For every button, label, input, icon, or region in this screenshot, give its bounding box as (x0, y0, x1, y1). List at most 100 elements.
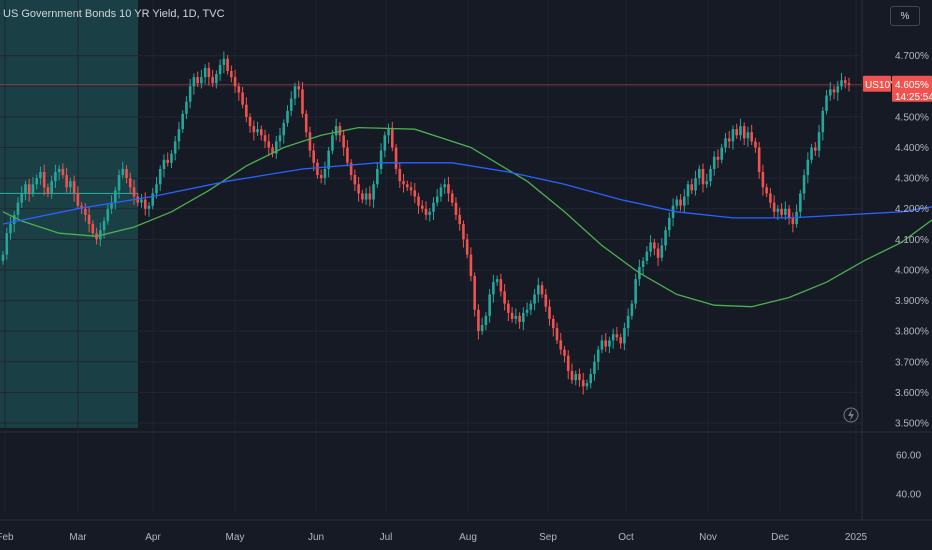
candle-body (102, 220, 106, 231)
y-tick-label: 3.900% (895, 296, 929, 307)
candle-body (230, 71, 233, 78)
candle-body (106, 208, 110, 221)
candle-body (458, 214, 461, 225)
candle-body (731, 129, 735, 142)
candle-body (641, 260, 645, 267)
candle-body (192, 77, 196, 87)
unit-toggle-button[interactable]: % (890, 6, 920, 26)
candle-body (563, 349, 566, 356)
candle-body (593, 361, 596, 375)
chart-title: US Government Bonds 10 YR Yield, 1D, TVC (3, 8, 225, 20)
candle-body (54, 172, 57, 182)
candle-body (626, 315, 630, 329)
candle-body (473, 276, 476, 310)
candle-body (533, 294, 536, 304)
candle-body (128, 178, 132, 188)
candle-body (757, 147, 761, 173)
candle-body (327, 150, 330, 169)
x-tick-label: Apr (145, 532, 161, 543)
candle-body (166, 159, 170, 163)
candle-body (125, 168, 128, 179)
candle-body (548, 306, 551, 319)
candle-body (634, 279, 637, 304)
candle-body (121, 168, 125, 176)
candle-body (581, 380, 585, 387)
candle-body (24, 184, 27, 194)
candle-body (91, 224, 95, 234)
candle-body (158, 168, 162, 185)
candle-body (293, 86, 297, 99)
candle-body (413, 190, 417, 197)
candle-body (544, 294, 548, 307)
y-tick-label: 4.400% (895, 143, 929, 154)
candle-body (432, 202, 435, 212)
candle-body (65, 175, 68, 188)
candle-body (806, 159, 810, 176)
candle-body (510, 312, 514, 319)
candle-body (342, 135, 345, 148)
candle-body (259, 129, 263, 136)
candle-body (529, 303, 533, 310)
y-tick-label: 3.800% (895, 327, 929, 338)
candle-body (810, 147, 813, 160)
candle-body (712, 156, 716, 169)
candle-body (653, 242, 656, 249)
candle-body (267, 141, 271, 148)
candle-body (364, 193, 368, 200)
candle-body (447, 184, 450, 194)
candle-body (787, 208, 791, 218)
candle-body (331, 135, 334, 151)
candle-body (503, 291, 506, 304)
candle-body (420, 205, 424, 209)
candle-body (522, 312, 525, 322)
candle-body (746, 132, 750, 139)
candle-body (780, 208, 783, 215)
candle-body (155, 184, 158, 194)
candle-body (525, 309, 529, 313)
candle-body (357, 184, 360, 194)
candle-body (245, 104, 248, 117)
y-tick-label: 4.000% (895, 265, 929, 276)
candle-body (843, 80, 847, 84)
candle-body (462, 224, 465, 240)
x-tick-label: Feb (0, 532, 14, 543)
candle-body (215, 74, 218, 84)
candle-body (772, 202, 776, 212)
candle-body (114, 190, 117, 203)
candle-body (222, 58, 226, 65)
candle-body (207, 67, 211, 78)
candle-body (720, 147, 724, 160)
candle-body (61, 168, 65, 176)
candle-body (50, 181, 53, 194)
y-tick-label: 4.700% (895, 51, 929, 62)
candle-body (701, 168, 705, 185)
candle-body (439, 187, 443, 197)
moving-average-slow (2, 126, 932, 308)
candle-body (69, 181, 72, 188)
y-tick-label: 4.500% (895, 112, 929, 123)
candle-body (574, 374, 578, 381)
candle-body (57, 168, 61, 173)
candle-body (514, 315, 518, 319)
candle-body (671, 205, 675, 218)
candle-body (323, 168, 327, 179)
candle-body (181, 113, 184, 130)
candle-body (660, 245, 664, 258)
candle-body (35, 178, 38, 185)
candle-body (304, 113, 308, 133)
candle-body (361, 193, 364, 200)
candle-body (604, 340, 607, 347)
candle-body (394, 147, 398, 169)
candle-body (799, 193, 802, 212)
candle-body (484, 315, 488, 326)
countdown-label: 14:25:54 (895, 92, 932, 103)
candle-body (454, 202, 458, 215)
candle-body (435, 196, 439, 203)
candle-body (46, 187, 50, 194)
candle-body (656, 248, 660, 258)
candle-body (177, 129, 181, 142)
candle-body (664, 230, 667, 246)
candle-body (821, 110, 825, 133)
